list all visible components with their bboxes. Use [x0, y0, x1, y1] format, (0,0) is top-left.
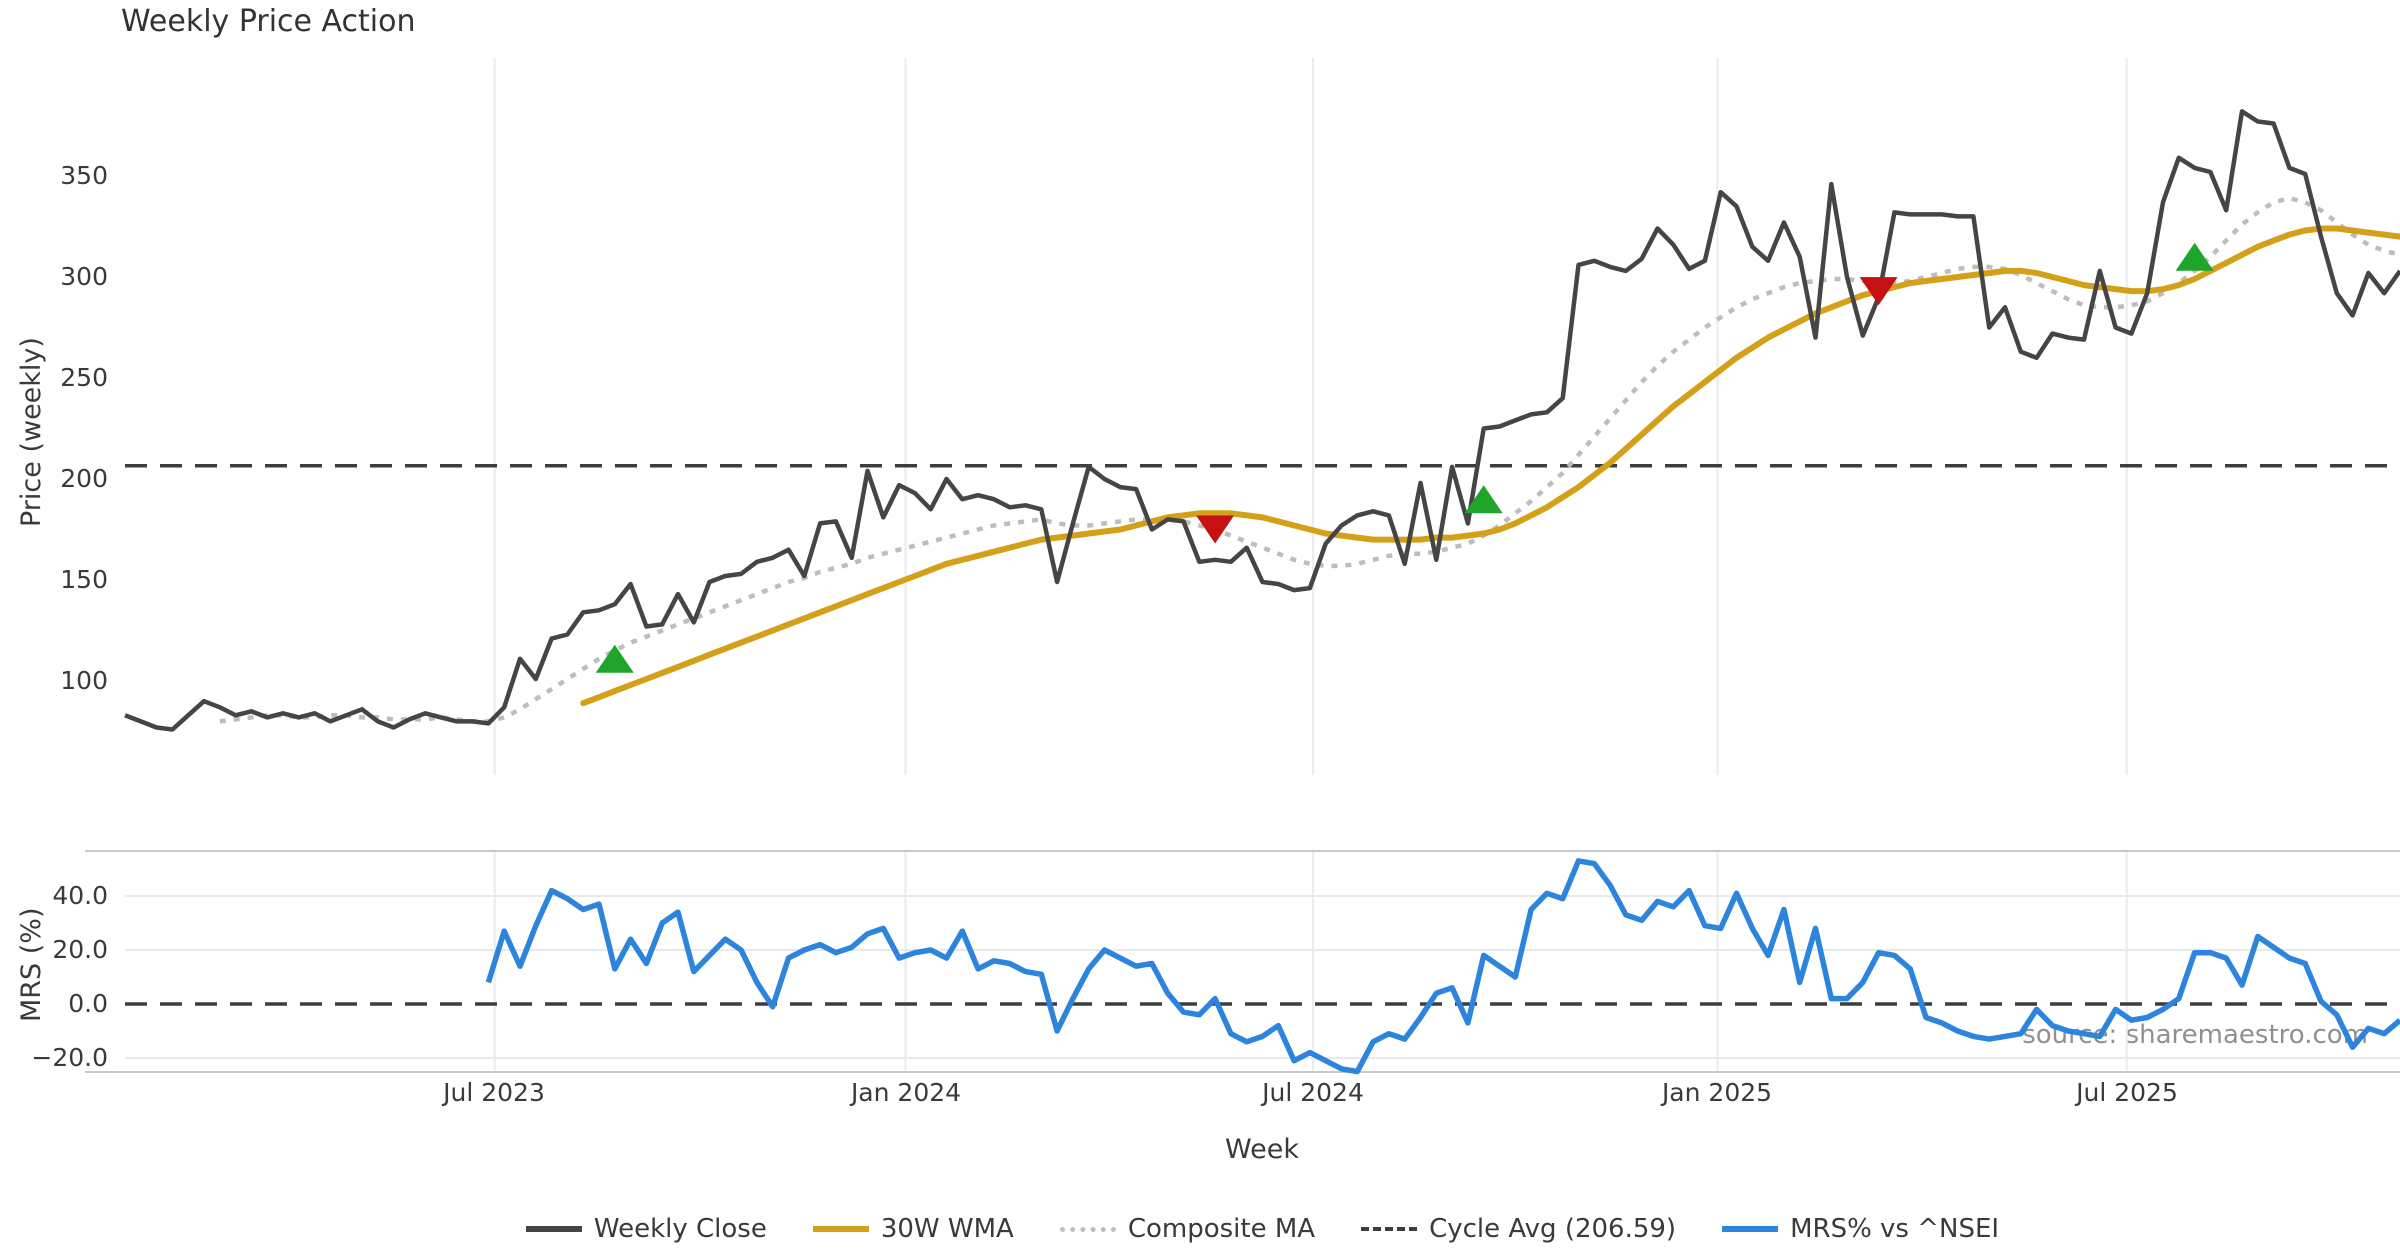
legend-label: Cycle Avg (206.59)	[1429, 1214, 1677, 1244]
weekly-close-line-sample-icon	[525, 1226, 582, 1232]
mrs-ytick-0: 0.0	[68, 989, 108, 1018]
xtick-jul-2025: Jul 2025	[2076, 1078, 2178, 1107]
legend-item-weekly-close: Weekly Close	[525, 1214, 767, 1244]
legend-label: MRS% vs ^NSEI	[1790, 1214, 2000, 1244]
legend-item-composite-ma: Composite MA	[1059, 1214, 1316, 1244]
price-ytick-350: 350	[60, 161, 108, 190]
weekly-close-line	[124, 109, 2400, 732]
xtick-jul-2024: Jul 2024	[1262, 1078, 1364, 1107]
buy-signal-marker-icon	[2175, 242, 2214, 271]
cycle-avg-line-sample-icon	[1361, 1227, 1418, 1231]
buy-signal-marker-icon	[595, 644, 634, 673]
sell-signal-marker-icon	[1859, 277, 1898, 306]
wma-line	[580, 225, 2400, 707]
legend-item-cycle-avg: Cycle Avg (206.59)	[1361, 1214, 1676, 1244]
price-y-axis-label: Price (weekly)	[16, 337, 47, 527]
price-ytick-300: 300	[60, 262, 108, 291]
wma-line-sample-icon	[812, 1226, 869, 1232]
x-axis-label: Week	[1225, 1134, 1299, 1165]
page-title: Weekly Price Action	[121, 4, 416, 39]
legend-item-mrs: MRS% vs ^NSEI	[1722, 1214, 1999, 1244]
xtick-jan-2025: Jan 2025	[1661, 1078, 1773, 1107]
legend-label: Composite MA	[1127, 1214, 1316, 1244]
xtick-jan-2024: Jan 2024	[850, 1078, 962, 1107]
composite-ma-line-sample-icon	[1059, 1226, 1116, 1232]
legend-label: 30W WMA	[880, 1214, 1014, 1244]
price-ytick-100: 100	[60, 666, 108, 695]
legend-item-wma: 30W WMA	[812, 1214, 1014, 1244]
mrs-y-axis-label: MRS (%)	[16, 907, 47, 1023]
price-ytick-200: 200	[60, 464, 108, 493]
legend-label: Weekly Close	[593, 1214, 767, 1244]
legend: Weekly Close 30W WMA Composite MA Cycle …	[125, 1214, 2400, 1244]
xtick-jul-2023: Jul 2023	[443, 1078, 545, 1107]
buy-signal-marker-icon	[1464, 485, 1503, 514]
mrs-ytick-40: 40.0	[52, 881, 108, 910]
mrs-ytick-20: 20.0	[52, 935, 108, 964]
mrs-ytick-neg20: −20.0	[31, 1043, 108, 1072]
composite-ma-line	[219, 195, 2400, 724]
source-watermark: source: sharemaestro.com	[2022, 1020, 2368, 1050]
price-ytick-150: 150	[60, 565, 108, 594]
mrs-line-sample-icon	[1722, 1226, 1779, 1232]
price-ytick-250: 250	[60, 363, 108, 392]
sell-signal-marker-icon	[1196, 515, 1235, 544]
